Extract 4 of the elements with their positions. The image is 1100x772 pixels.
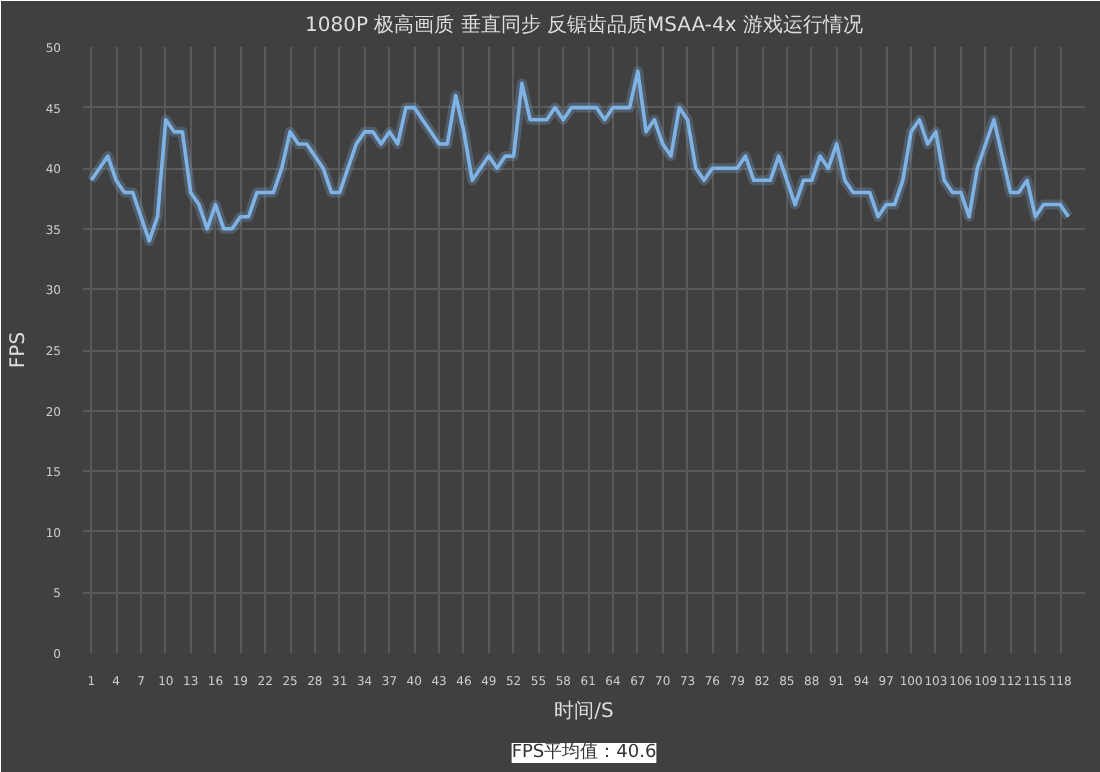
x-axis-title: 时间/S	[554, 699, 614, 723]
text: FPS平均值：40.6	[511, 741, 657, 763]
y-axis-title: FPS	[7, 331, 30, 369]
chart-title: 1080P 极高画质 垂直同步 反锯齿品质MSAA-4x 游戏运行情况	[305, 13, 863, 37]
